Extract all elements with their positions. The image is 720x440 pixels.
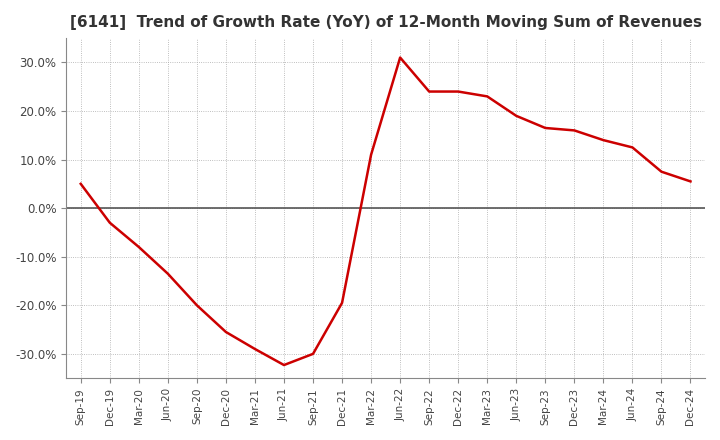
- Title: [6141]  Trend of Growth Rate (YoY) of 12-Month Moving Sum of Revenues: [6141] Trend of Growth Rate (YoY) of 12-…: [70, 15, 701, 30]
